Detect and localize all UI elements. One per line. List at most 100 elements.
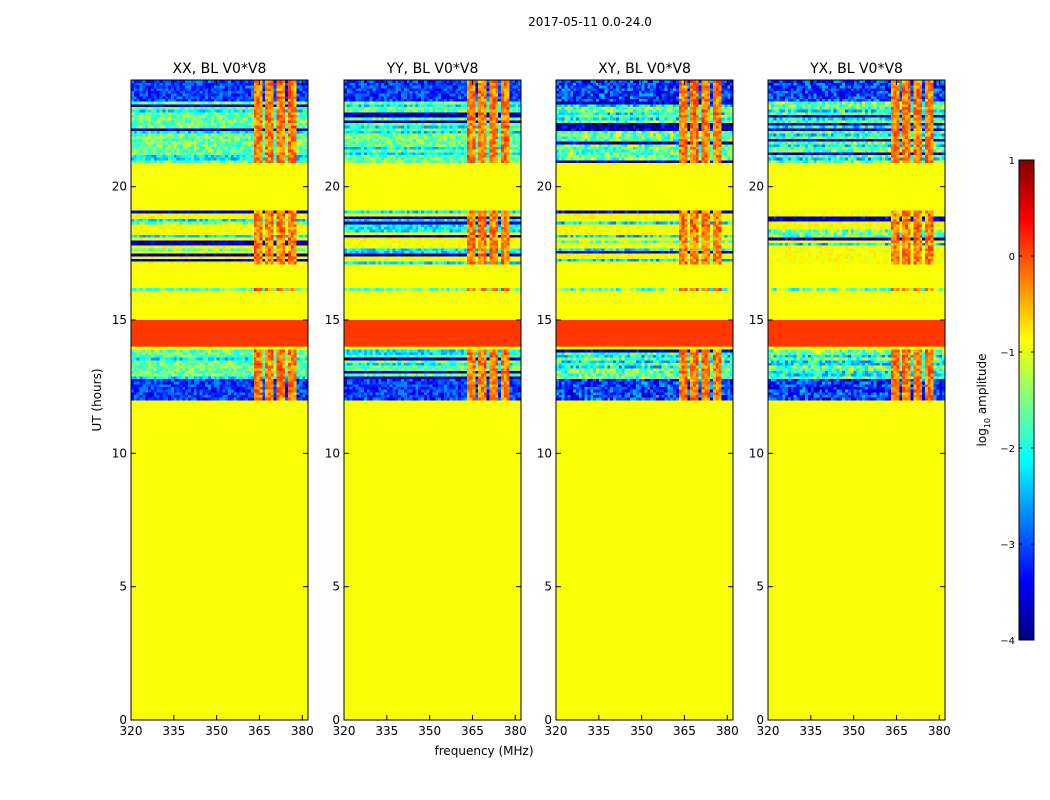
heatmap-cell — [512, 376, 515, 379]
heatmap-cell — [467, 392, 470, 395]
heatmap-cell — [157, 149, 160, 152]
heatmap-cell — [384, 384, 387, 387]
heatmap-cell — [211, 120, 214, 123]
heatmap-cell — [282, 365, 285, 368]
heatmap-cell — [299, 379, 302, 382]
heatmap-cell — [375, 392, 378, 395]
heatmap-cell — [174, 259, 177, 262]
heatmap-cell — [171, 155, 174, 158]
heatmap-cell — [185, 152, 188, 155]
heatmap-cell — [274, 368, 277, 371]
heatmap-cell — [271, 109, 274, 112]
heatmap-cell — [495, 384, 498, 387]
heatmap-cell — [182, 381, 185, 384]
heatmap-cell — [271, 211, 274, 214]
heatmap-cell — [268, 125, 271, 128]
heatmap-cell — [257, 139, 260, 142]
heatmap-cell — [140, 120, 143, 123]
heatmap-cell — [288, 141, 291, 144]
heatmap-cell — [142, 349, 145, 352]
heatmap-cell — [145, 136, 148, 139]
heatmap-cell — [185, 365, 188, 368]
heatmap-cell — [205, 91, 208, 94]
heatmap-cell — [302, 365, 305, 368]
heatmap-cell — [168, 141, 171, 144]
heatmap-cell — [510, 395, 513, 398]
heatmap-cell — [208, 219, 211, 222]
heatmap-cell — [188, 232, 191, 235]
heatmap-cell — [271, 368, 274, 371]
heatmap-cell — [274, 371, 277, 374]
heatmap-cell — [237, 107, 240, 110]
heatmap-cell — [231, 357, 234, 360]
heatmap-cell — [182, 387, 185, 390]
heatmap-cell — [248, 224, 251, 227]
heatmap-cell — [239, 213, 242, 216]
heatmap-cell — [242, 251, 245, 254]
heatmap-cell — [191, 387, 194, 390]
heatmap-cell — [208, 120, 211, 123]
heatmap-cell — [171, 131, 174, 134]
heatmap-cell — [254, 251, 257, 254]
heatmap-cell — [220, 251, 223, 254]
heatmap-cell — [274, 96, 277, 99]
heatmap-cell — [191, 107, 194, 110]
heatmap-cell — [134, 245, 137, 248]
heatmap-cell — [148, 261, 151, 264]
heatmap-cell — [291, 104, 294, 107]
heatmap-cell — [222, 141, 225, 144]
heatmap-cell — [194, 147, 197, 150]
heatmap-cell — [202, 227, 205, 230]
heatmap-cell — [435, 387, 438, 390]
heatmap-cell — [197, 368, 200, 371]
heatmap-cell — [165, 155, 168, 158]
heatmap-cell — [197, 117, 200, 120]
heatmap-cell — [299, 376, 302, 379]
heatmap-cell — [265, 376, 268, 379]
heatmap-cell — [148, 88, 151, 91]
heatmap-cell — [154, 93, 157, 96]
heatmap-cell — [134, 373, 137, 376]
heatmap-cell — [248, 99, 251, 102]
heatmap-cell — [237, 99, 240, 102]
heatmap-cell — [200, 120, 203, 123]
heatmap-cell — [234, 357, 237, 360]
heatmap-cell — [214, 240, 217, 243]
heatmap-cell — [222, 384, 225, 387]
heatmap-cell — [182, 253, 185, 256]
heatmap-cell — [194, 229, 197, 232]
heatmap-cell — [231, 211, 234, 214]
heatmap-cell — [211, 357, 214, 360]
heatmap-cell — [225, 357, 228, 360]
heatmap-cell — [294, 216, 297, 219]
heatmap-cell — [398, 395, 401, 398]
heatmap-cell — [148, 397, 151, 400]
heatmap-cell — [285, 144, 288, 147]
heatmap-cell — [274, 256, 277, 259]
heatmap-cell — [347, 384, 350, 387]
heatmap-cell — [188, 261, 191, 264]
heatmap-cell — [157, 253, 160, 256]
heatmap-cell — [165, 379, 168, 382]
heatmap-cell — [157, 387, 160, 390]
heatmap-cell — [174, 112, 177, 115]
heatmap-cell — [268, 115, 271, 118]
heatmap-cell — [228, 381, 231, 384]
heatmap-cell — [188, 91, 191, 94]
heatmap-cell — [257, 381, 260, 384]
heatmap-cell — [262, 112, 265, 115]
heatmap-cell — [418, 387, 421, 390]
heatmap-cell — [242, 365, 245, 368]
heatmap-cell — [262, 243, 265, 246]
heatmap-cell — [291, 360, 294, 363]
heatmap-cell — [415, 376, 418, 379]
heatmap-cell — [168, 93, 171, 96]
heatmap-cell — [254, 384, 257, 387]
heatmap-cell — [418, 395, 421, 398]
heatmap-cell — [251, 227, 254, 230]
heatmap-cell — [202, 216, 205, 219]
heatmap-cell — [279, 379, 282, 382]
heatmap-cell — [367, 392, 370, 395]
heatmap-cell — [461, 387, 464, 390]
heatmap-cell — [188, 237, 191, 240]
